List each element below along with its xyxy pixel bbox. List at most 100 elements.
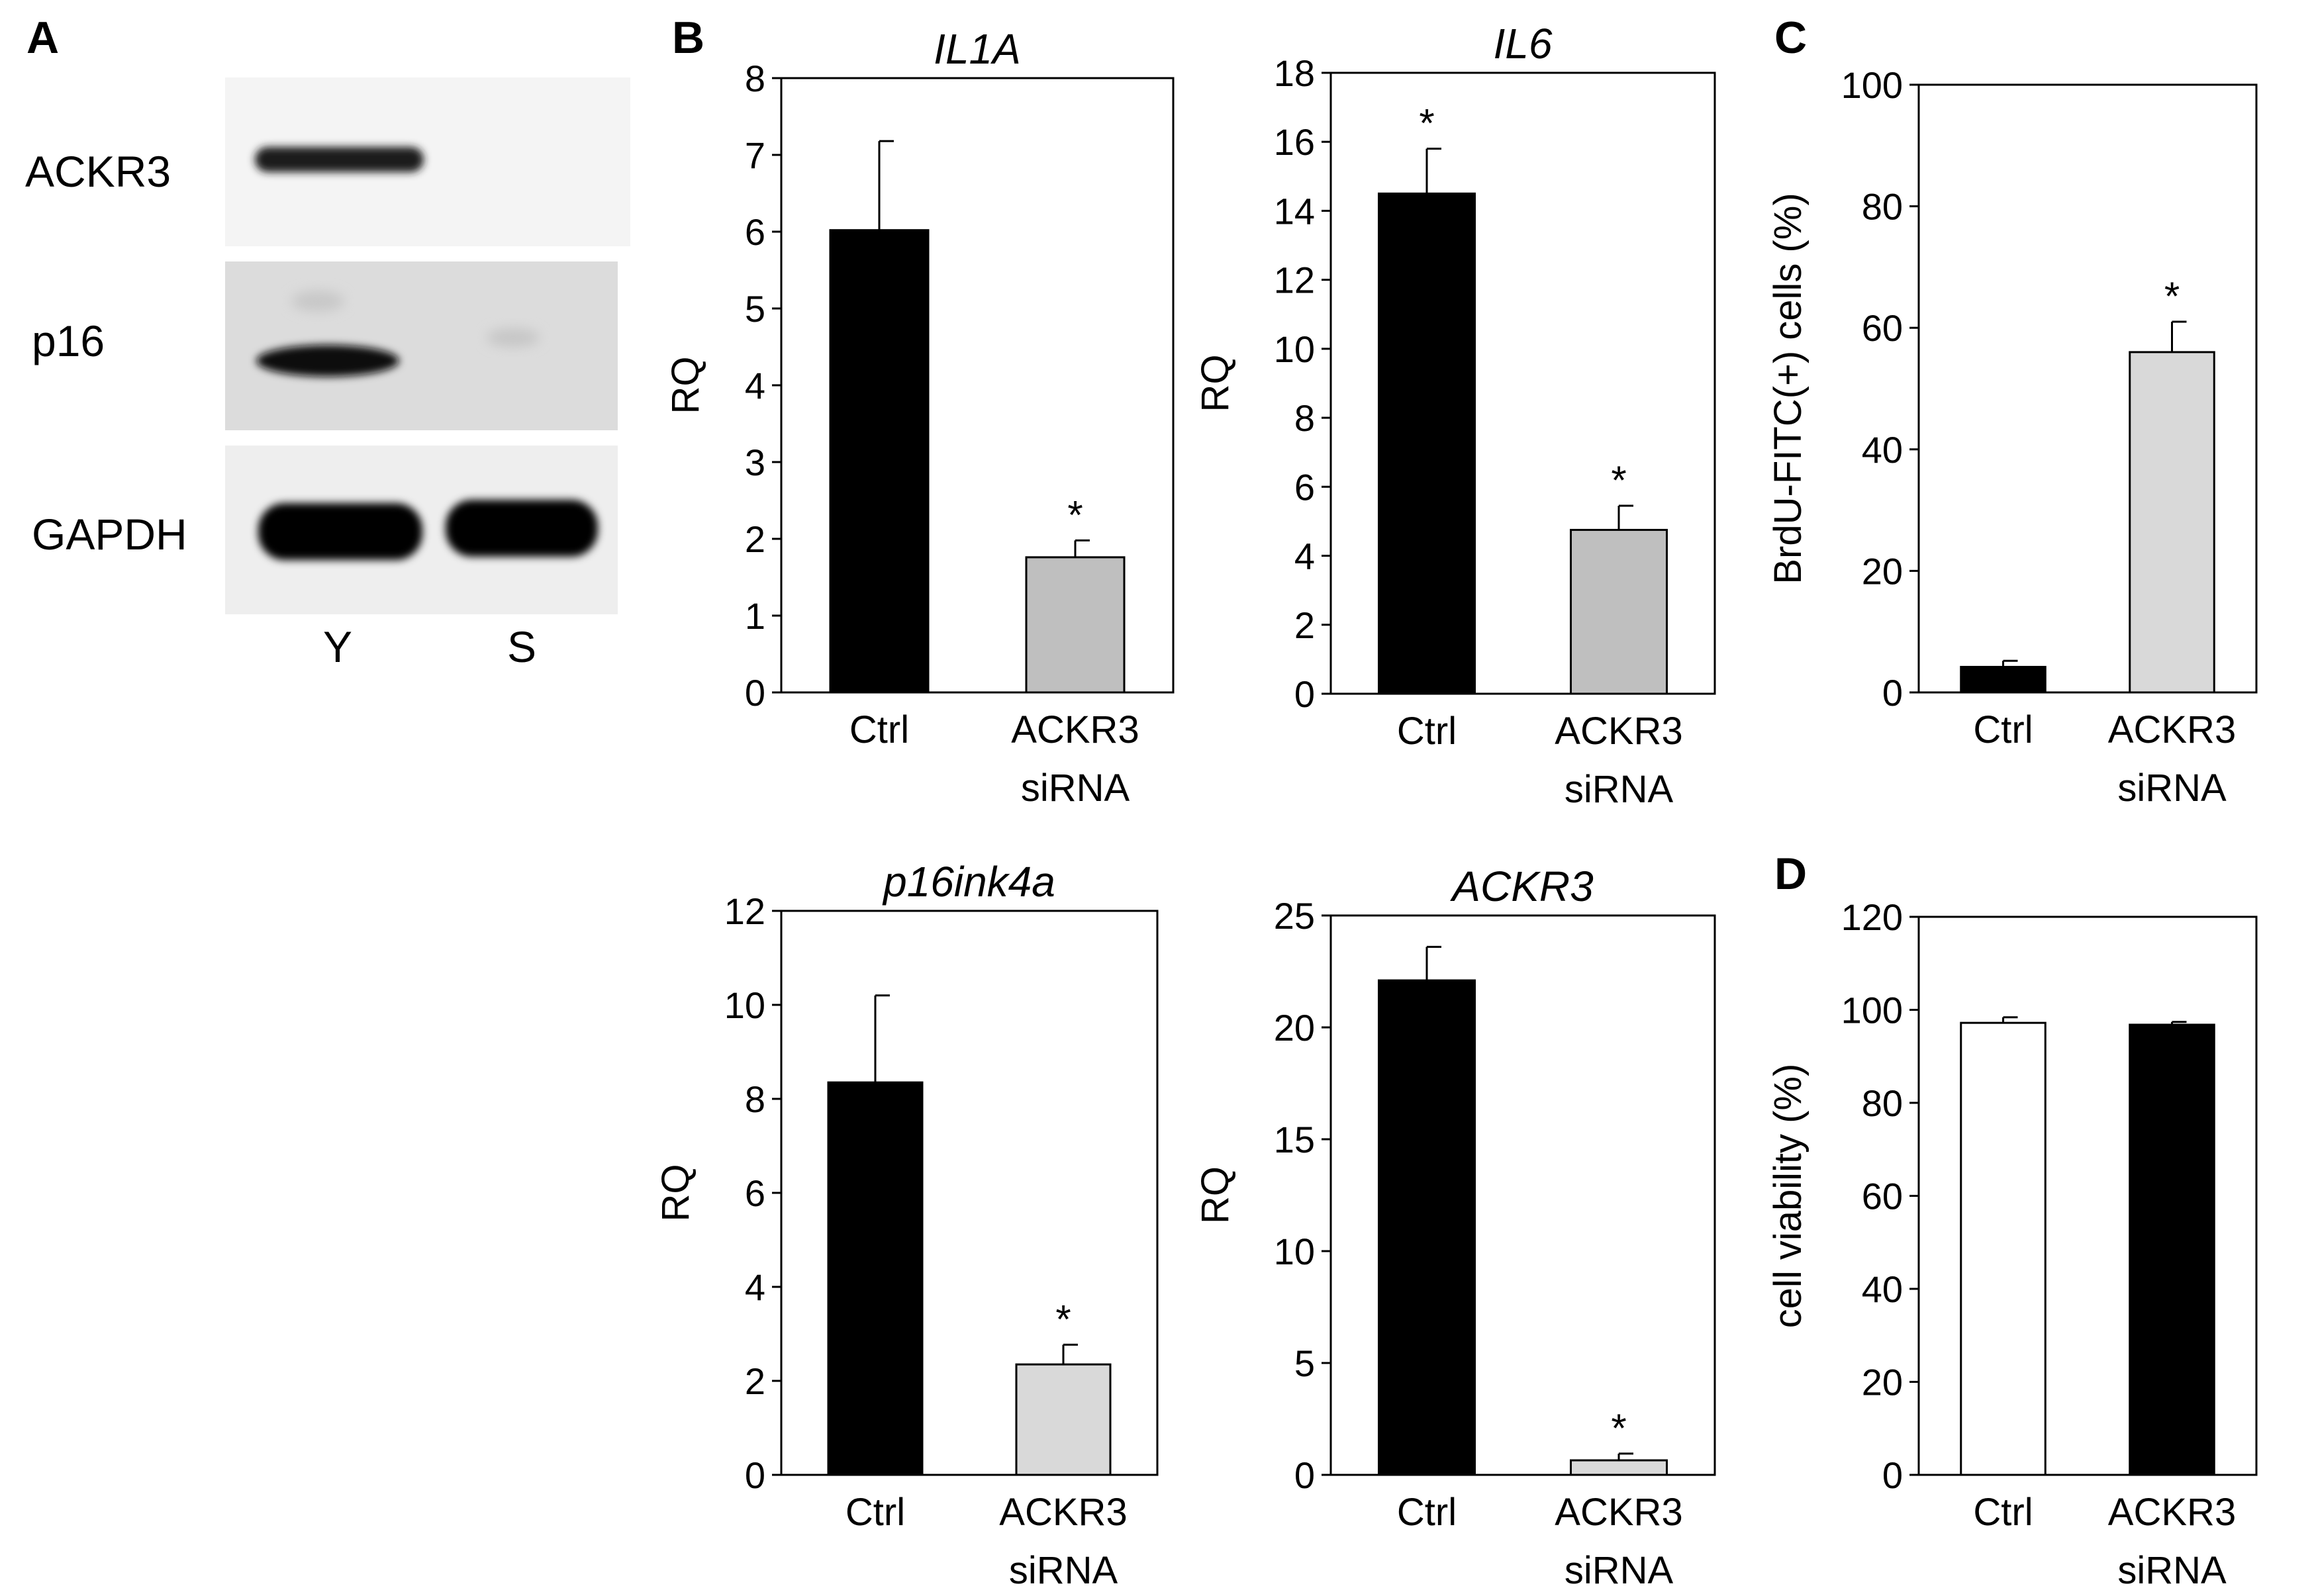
y-tick-label-il6: 2	[1294, 604, 1315, 646]
y-tick-label-il1a: 7	[745, 134, 765, 176]
y-tick-label-p16ink4a: 10	[724, 984, 765, 1026]
category-label-il1a: siRNA	[1021, 767, 1130, 810]
blot-row-label-ackr3: ACKR3	[25, 147, 171, 196]
category-label-il1a: ACKR3	[1011, 708, 1139, 751]
y-tick-label-ackr3: 20	[1274, 1007, 1315, 1049]
chart-title-p16ink4a: p16ink4a	[882, 858, 1055, 906]
bar-ackr3	[1570, 1459, 1668, 1476]
chart-ackr3: 0 5 10 15 20 25 RQ ACKR3 Ctrl * ACKR3 siRNA	[1194, 863, 1716, 1592]
category-label-brdu: siRNA	[2117, 767, 2227, 810]
y-tick-label-brdu: 40	[1862, 429, 1903, 471]
blot-lane-label-y: Y	[323, 622, 352, 671]
panel-letter-d: D	[1774, 849, 1807, 899]
panel-letter-b: B	[672, 13, 704, 63]
chart-title-il6: IL6	[1494, 20, 1553, 68]
blot-row-label-p16: p16	[32, 316, 105, 365]
plot-frame-ackr3	[1329, 914, 1716, 1476]
significance-star-il6: *	[1611, 458, 1626, 502]
y-tick-label-brdu: 80	[1862, 186, 1903, 228]
y-tick-label-p16ink4a: 8	[745, 1078, 765, 1120]
y-tick-label-il1a: 8	[745, 58, 765, 99]
y-axis-title-brdu: BrdU-FITC(+) cells (%)	[1766, 193, 1809, 584]
y-tick-label-ackr3: 15	[1274, 1119, 1315, 1160]
y-tick-label-ackr3: 10	[1274, 1231, 1315, 1272]
band-gapdh-s	[446, 500, 598, 557]
chart-title-ackr3: ACKR3	[1449, 863, 1594, 910]
category-label-il6: Ctrl	[1397, 710, 1457, 753]
y-tick-label-il1a: 2	[745, 518, 765, 560]
plot-frame-il6	[1329, 71, 1716, 695]
y-axis-title-p16ink4a: RQ	[654, 1164, 697, 1222]
y-tick-label-il6: 10	[1274, 328, 1315, 370]
y-tick-label-il6: 4	[1294, 536, 1315, 577]
category-label-ackr3: ACKR3	[1555, 1491, 1682, 1534]
bar-brdu	[2129, 351, 2215, 694]
blot-strip-p16	[225, 261, 618, 430]
y-tick-label-ackr3: 5	[1294, 1342, 1315, 1384]
y-tick-label-il1a: 5	[745, 288, 765, 330]
bar-charts: 012345678RQIL1ACtrl*ACKR3siRNA0246810121…	[654, 20, 2258, 1592]
y-tick-label-p16ink4a: 2	[745, 1360, 765, 1402]
band-p16-y-halo	[291, 291, 344, 312]
y-tick-label-ackr3: 0	[1294, 1454, 1315, 1496]
significance-star-brdu: *	[2164, 274, 2180, 318]
y-axis-title-ackr3: RQ	[1194, 1166, 1237, 1224]
y-tick-label-p16ink4a: 12	[724, 890, 765, 932]
y-tick-label-il6: 12	[1274, 259, 1315, 301]
y-tick-label-il1a: 1	[745, 595, 765, 637]
y-axis-title-il6: RQ	[1194, 355, 1237, 412]
category-label-brdu: Ctrl	[1973, 708, 2033, 751]
y-tick-label-viability: 80	[1862, 1082, 1903, 1124]
bar-brdu	[1960, 665, 2047, 694]
bar-il6	[1378, 192, 1476, 695]
significance-star-ackr3: *	[1611, 1406, 1626, 1450]
significance-star-p16ink4a: *	[1055, 1297, 1071, 1341]
bar-viability	[2129, 1023, 2215, 1476]
chart-viability: 0 20 40 60 80 100 120 cell viability (%) Ctrl ACK…	[1766, 896, 2258, 1592]
category-label-p16ink4a: siRNA	[1009, 1549, 1118, 1592]
blot-row-label-gapdh: GAPDH	[32, 510, 187, 559]
y-axis-title-il1a: RQ	[664, 357, 707, 414]
category-label-il1a: Ctrl	[849, 708, 909, 751]
plot-frame-brdu	[1917, 83, 2258, 694]
category-label-viability: Ctrl	[1973, 1491, 2033, 1534]
y-tick-label-il1a: 0	[745, 672, 765, 714]
category-label-ackr3: siRNA	[1565, 1549, 1674, 1592]
category-label-p16ink4a: ACKR3	[999, 1491, 1127, 1534]
chart-brdu: 0 20 40 60 80 100 BrdU-FITC(+) cells (%) Ctrl * A…	[1766, 64, 2258, 810]
y-tick-label-il6: 16	[1274, 121, 1315, 163]
category-label-il6: ACKR3	[1555, 710, 1682, 753]
y-tick-label-p16ink4a: 0	[745, 1454, 765, 1496]
chart-il1a: 0 1 2 3 4 5 6 7 8 RQ IL1A Ctrl * ACKR3 siRNA	[664, 25, 1175, 810]
y-tick-label-il6: 18	[1274, 52, 1315, 94]
y-tick-label-il6: 14	[1274, 190, 1315, 232]
y-tick-label-brdu: 0	[1882, 672, 1903, 714]
blot-lane-label-s: S	[507, 622, 536, 671]
western-blot: ACKR3 p16 GAPDH Y S	[25, 77, 630, 671]
y-tick-label-brdu: 60	[1862, 307, 1903, 349]
y-tick-label-p16ink4a: 6	[745, 1172, 765, 1214]
bar-il1a	[1025, 556, 1126, 694]
chart-title-il1a: IL1A	[934, 25, 1021, 73]
y-tick-label-brdu: 100	[1841, 64, 1903, 106]
y-axis-title-viability: cell viability (%)	[1766, 1064, 1809, 1329]
category-label-p16ink4a: Ctrl	[845, 1491, 905, 1534]
panel-letter-a: A	[26, 13, 59, 63]
y-tick-label-p16ink4a: 4	[745, 1266, 765, 1308]
y-tick-label-ackr3: 25	[1274, 895, 1315, 937]
y-tick-label-il6: 8	[1294, 397, 1315, 439]
y-tick-label-il6: 6	[1294, 466, 1315, 508]
chart-p16ink4a: 0 2 4 6 8 10 12 RQ p16ink4a Ctrl * ACKR3 siRNA	[654, 858, 1159, 1592]
category-label-viability: ACKR3	[2108, 1491, 2236, 1534]
y-tick-label-viability: 40	[1862, 1268, 1903, 1310]
bar-p16ink4a	[827, 1081, 924, 1476]
y-tick-label-il6: 0	[1294, 673, 1315, 715]
category-label-il6: siRNA	[1565, 768, 1674, 811]
y-tick-label-il1a: 3	[745, 442, 765, 483]
category-label-viability: siRNA	[2117, 1549, 2227, 1592]
bar-il1a	[829, 229, 930, 694]
significance-star-il6: *	[1419, 101, 1434, 146]
bar-viability	[1960, 1021, 2047, 1476]
band-gapdh-y	[258, 503, 422, 560]
